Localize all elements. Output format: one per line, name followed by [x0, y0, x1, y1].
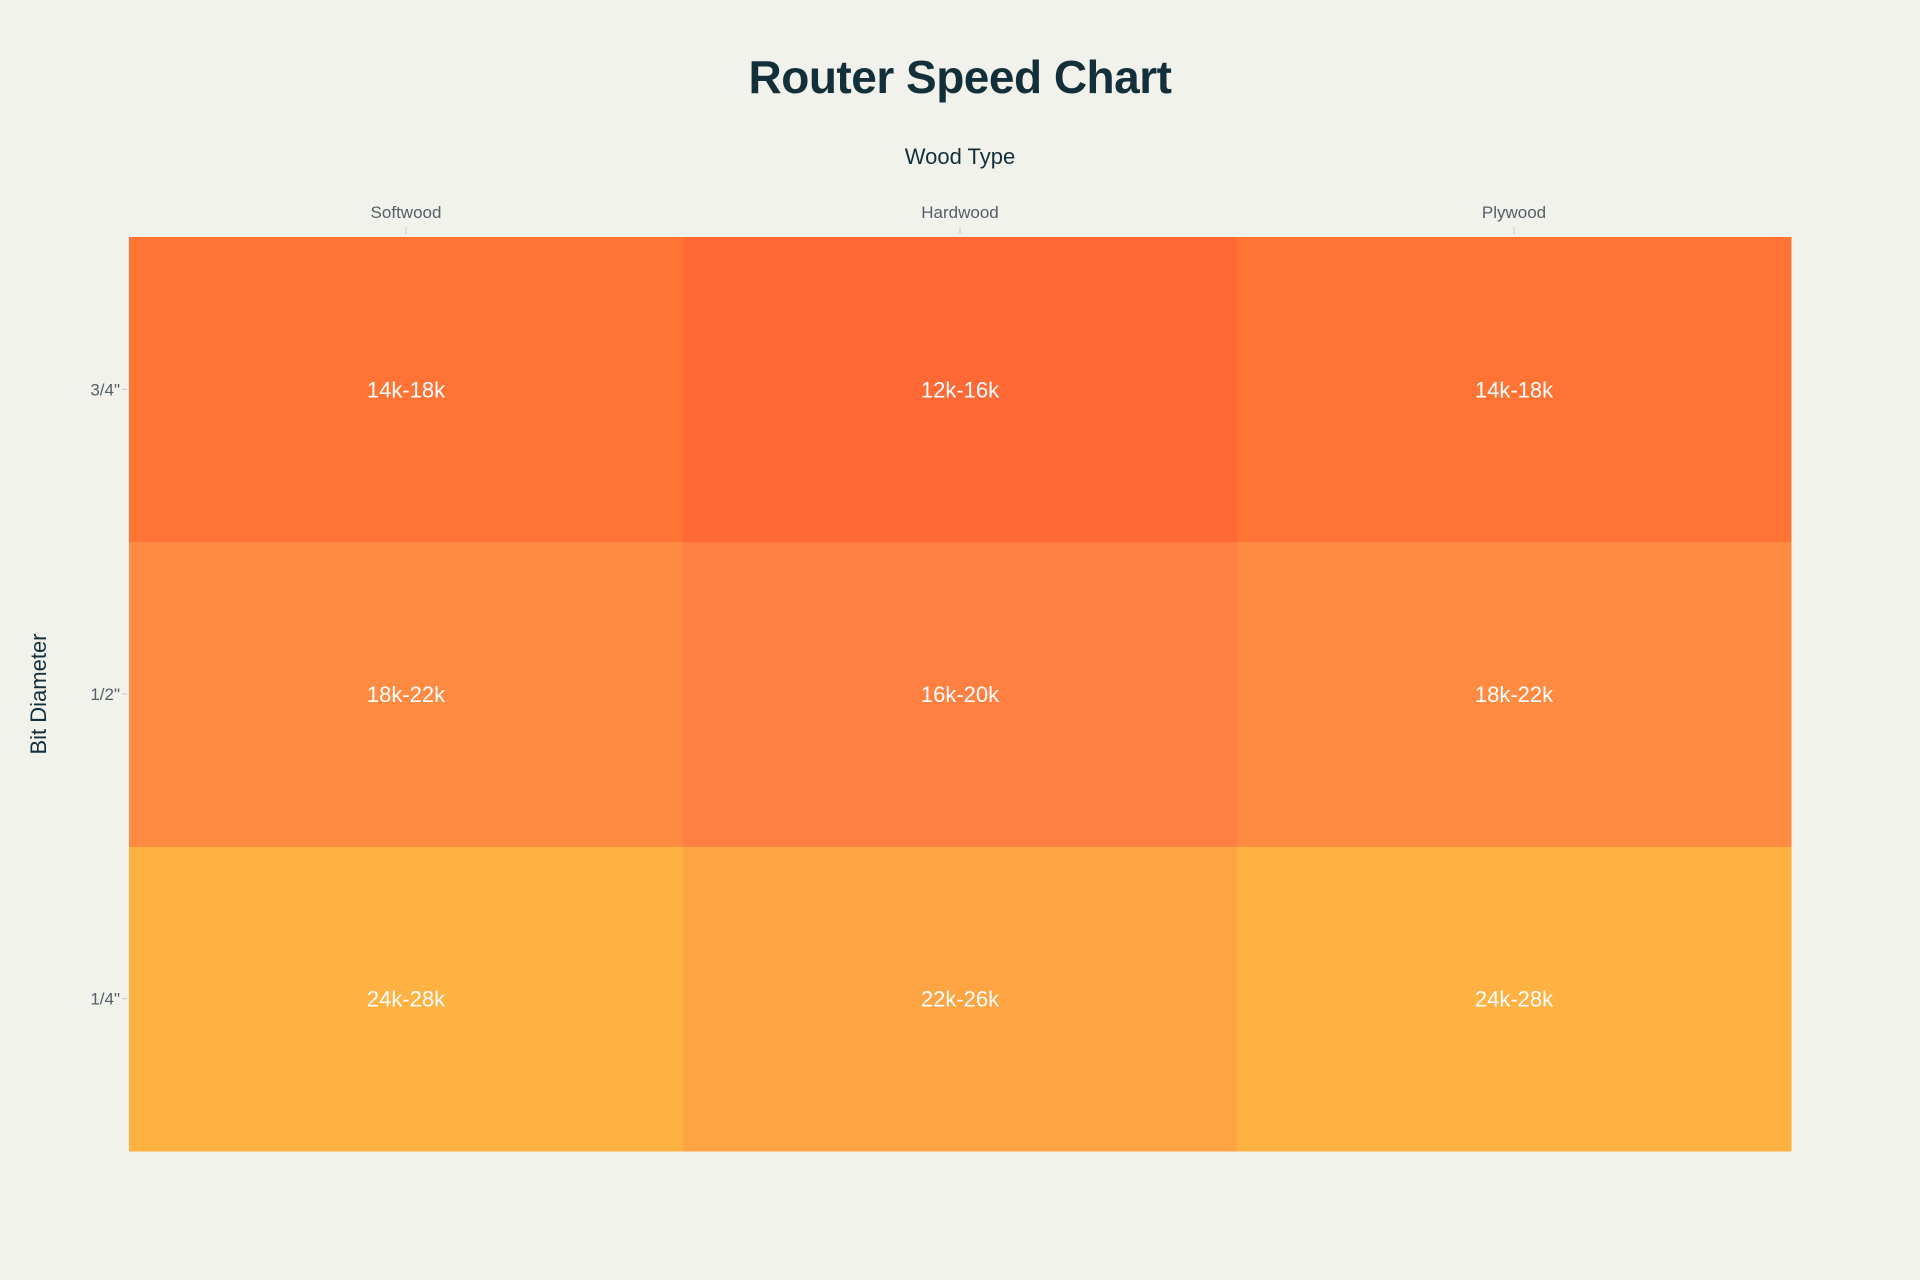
heatmap-cell [1237, 237, 1792, 543]
x-tick-label: Softwood [371, 203, 442, 222]
chart-title: Router Speed Chart [748, 51, 1172, 103]
x-tick-label: Plywood [1482, 203, 1546, 222]
y-tick-label: 3/4" [90, 380, 120, 399]
heatmap-cell [129, 541, 684, 847]
cell-label: 14k-18k [367, 377, 446, 402]
cell-label: 16k-20k [921, 682, 1000, 707]
cell-label: 14k-18k [1475, 377, 1554, 402]
heatmap-cell [129, 846, 684, 1152]
cell-label: 22k-26k [921, 987, 1000, 1012]
y-tick-label: 1/2" [90, 685, 120, 704]
heatmap-cell [129, 237, 684, 543]
cell-label: 12k-16k [921, 377, 1000, 402]
heatmap-cell [1237, 541, 1792, 847]
heatmap-cell [683, 846, 1238, 1152]
cell-label: 24k-28k [367, 987, 446, 1012]
cell-label: 18k-22k [367, 682, 446, 707]
heatmap-cell [683, 237, 1238, 543]
heatmap-cell [683, 541, 1238, 847]
x-tick-label: Hardwood [921, 203, 999, 222]
y-tick-label: 1/4" [90, 990, 120, 1009]
heatmap-cell [1237, 846, 1792, 1152]
x-axis-title: Wood Type [904, 144, 1016, 169]
cell-label: 24k-28k [1475, 987, 1554, 1012]
cell-label: 18k-22k [1475, 682, 1554, 707]
